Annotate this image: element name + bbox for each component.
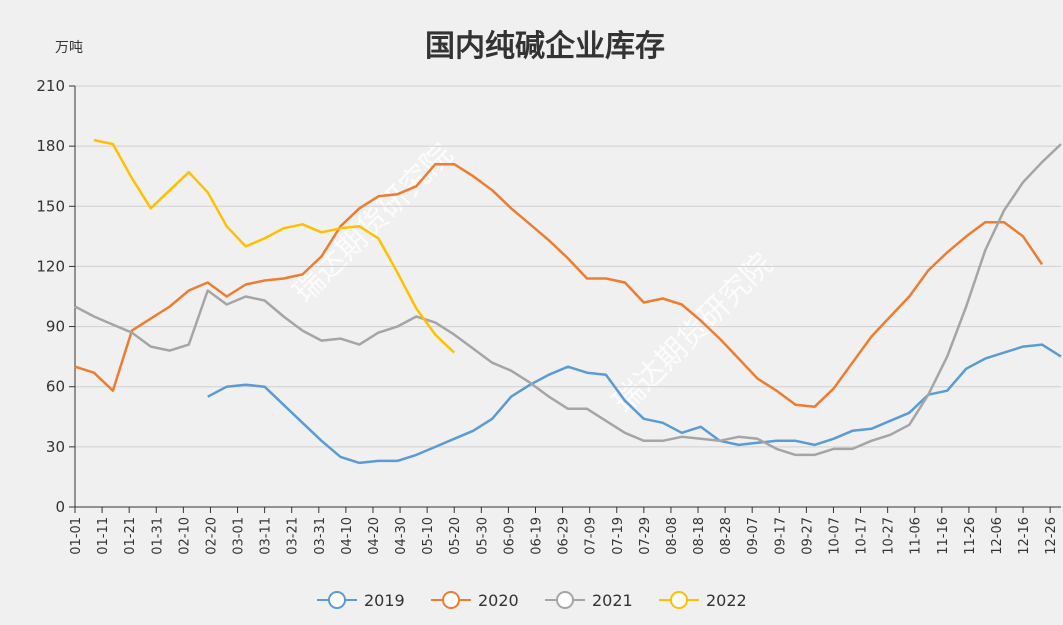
- x-tick-label: 01-11: [96, 517, 111, 555]
- x-tick-label: 10-07: [827, 517, 842, 555]
- legend-marker: [328, 591, 346, 609]
- x-tick-label: 03-31: [313, 517, 328, 555]
- legend-label: 2019: [364, 591, 405, 610]
- series-line: [93, 138, 456, 354]
- x-tick-label: 04-30: [394, 517, 409, 555]
- x-tick-label: 02-10: [177, 517, 192, 555]
- x-tick-label: 03-01: [232, 517, 247, 555]
- x-tick-label: 12-26: [1044, 517, 1059, 555]
- y-tick-label: 210: [36, 77, 65, 95]
- chart-title: 国内纯碱企业库存: [425, 29, 665, 64]
- x-tick-label: 08-18: [692, 517, 707, 555]
- y-unit: 万吨: [55, 40, 83, 56]
- x-tick-label: 04-20: [367, 517, 382, 555]
- x-tick-label: 11-16: [936, 517, 951, 555]
- legend-marker: [442, 591, 460, 609]
- x-tick-label: 01-31: [150, 517, 165, 555]
- x-tick-label: 04-10: [340, 517, 355, 555]
- x-tick-label: 02-20: [204, 517, 219, 555]
- x-tick-label: 11-26: [963, 517, 978, 555]
- x-tick-label: 07-19: [611, 517, 626, 555]
- x-tick-label: 01-01: [69, 517, 84, 555]
- x-tick-label: 09-07: [746, 517, 761, 555]
- series-line: [74, 162, 1044, 409]
- y-tick-label: 180: [36, 137, 65, 155]
- y-tick-label: 30: [46, 438, 65, 456]
- series-line: [207, 343, 1062, 465]
- y-tick-label: 120: [36, 257, 65, 275]
- x-tick-label: 03-21: [286, 517, 301, 555]
- y-tick-label: 90: [46, 318, 65, 336]
- series-line: [74, 143, 1062, 457]
- legend-marker: [556, 591, 574, 609]
- x-tick-label: 10-27: [882, 517, 897, 555]
- legend-marker: [670, 591, 688, 609]
- x-tick-label: 07-09: [584, 517, 599, 555]
- x-tick-label: 08-28: [719, 517, 734, 555]
- x-tick-label: 08-08: [665, 517, 680, 555]
- x-tick-label: 12-16: [1017, 517, 1032, 555]
- legend-label: 2020: [478, 591, 519, 610]
- legend-label: 2022: [706, 591, 747, 610]
- x-tick-label: 09-17: [773, 517, 788, 555]
- x-tick-label: 12-06: [990, 517, 1005, 555]
- y-tick-label: 0: [55, 498, 65, 516]
- x-tick-label: 07-29: [638, 517, 653, 555]
- legend-label: 2021: [592, 591, 633, 610]
- x-tick-label: 06-09: [502, 517, 517, 555]
- x-tick-label: 10-17: [855, 517, 870, 555]
- x-tick-label: 05-30: [475, 517, 490, 555]
- x-tick-label: 01-21: [123, 517, 138, 555]
- x-tick-label: 11-06: [909, 517, 924, 555]
- x-tick-label: 06-29: [557, 517, 572, 555]
- x-tick-label: 05-20: [448, 517, 463, 555]
- y-tick-label: 60: [46, 378, 65, 396]
- x-tick-label: 05-10: [421, 517, 436, 555]
- x-tick-label: 06-19: [529, 517, 544, 555]
- y-tick-label: 150: [36, 197, 65, 215]
- x-tick-label: 09-27: [800, 517, 815, 555]
- x-tick-label: 03-11: [259, 517, 274, 555]
